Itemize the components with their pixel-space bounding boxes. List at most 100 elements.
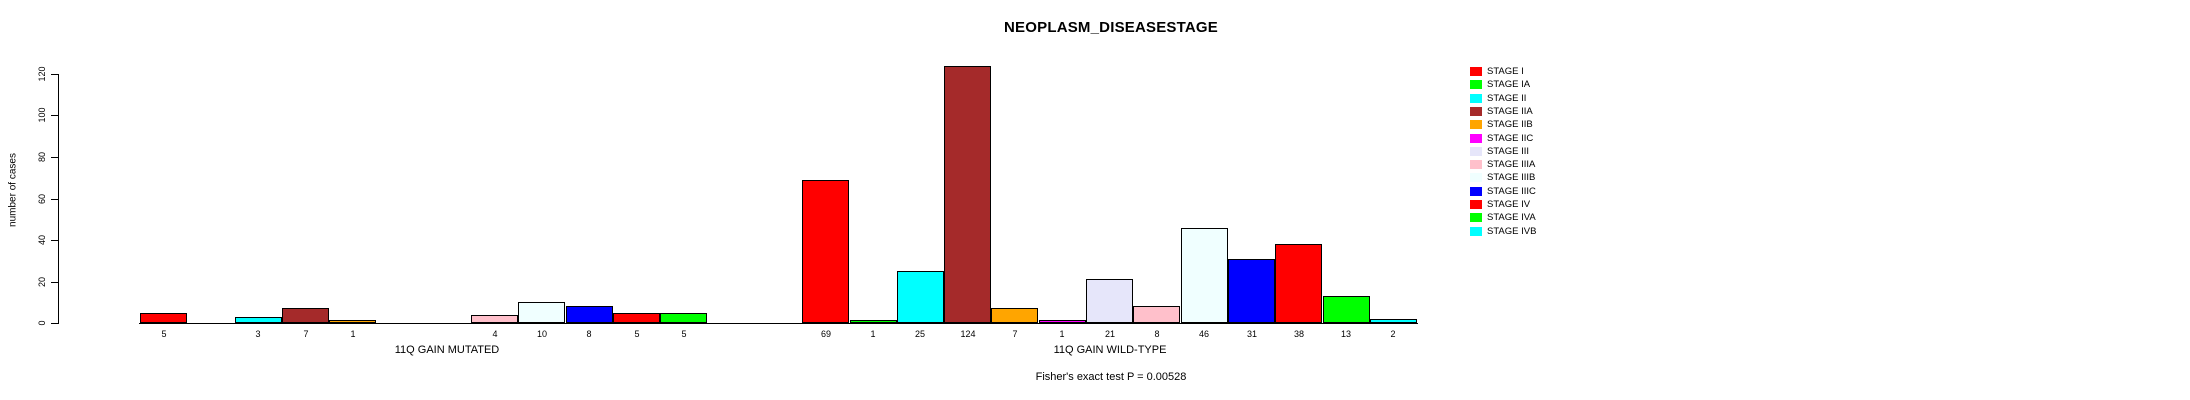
legend-swatch <box>1470 160 1482 170</box>
bar <box>1275 244 1322 323</box>
legend-swatch <box>1470 133 1482 143</box>
legend-item: STAGE IIIB <box>1470 171 1535 184</box>
legend-label: STAGE IVA <box>1487 212 1536 224</box>
y-axis-tick-label: 60 <box>37 193 47 205</box>
x-axis-group-label: 11Q GAIN MUTATED <box>394 344 500 356</box>
legend-swatch <box>1470 173 1482 183</box>
bar <box>1181 228 1228 323</box>
legend-label: STAGE IV <box>1487 199 1531 210</box>
y-axis-tick <box>51 115 58 116</box>
bar <box>850 320 897 323</box>
bar <box>660 313 707 323</box>
bar-count-label: 4 <box>492 329 498 339</box>
bar <box>1039 320 1086 323</box>
legend-label: STAGE IIIA <box>1487 159 1536 171</box>
bar-count-label: 31 <box>1246 329 1258 339</box>
y-axis-tick <box>51 74 58 75</box>
legend-label: STAGE II <box>1487 92 1527 104</box>
y-axis-tick-label: 0 <box>37 320 47 326</box>
bar <box>1228 259 1275 323</box>
legend-label: STAGE IVB <box>1487 225 1537 237</box>
bar-count-label: 7 <box>1012 329 1018 339</box>
bar <box>1370 319 1417 323</box>
legend-item: STAGE IV <box>1470 198 1530 211</box>
legend-label: STAGE IIIB <box>1487 172 1536 184</box>
y-axis-tick <box>51 240 58 241</box>
legend-swatch <box>1470 120 1482 130</box>
bar-count-label: 25 <box>914 329 926 339</box>
bar <box>329 320 376 323</box>
bar-count-label: 8 <box>586 329 592 339</box>
y-axis-tick-label: 80 <box>37 151 47 163</box>
y-axis-tick <box>51 199 58 200</box>
bar-count-label: 7 <box>303 329 309 339</box>
y-axis-tick-label: 100 <box>37 107 47 123</box>
bar <box>1086 279 1133 323</box>
legend-label: STAGE IIA <box>1487 105 1533 117</box>
x-baseline <box>139 323 1418 324</box>
bar-count-label: 21 <box>1104 329 1116 339</box>
legend-swatch <box>1470 67 1482 76</box>
bar <box>282 308 329 323</box>
legend-swatch <box>1470 146 1482 156</box>
bar-count-label: 5 <box>634 329 640 339</box>
bar-count-label: 1 <box>1059 329 1065 339</box>
legend-item: STAGE IIB <box>1470 118 1533 131</box>
legend-swatch <box>1470 213 1482 223</box>
legend-label: STAGE I <box>1487 66 1524 77</box>
legend-label: STAGE IIIC <box>1487 185 1536 197</box>
legend-item: STAGE IIIC <box>1470 185 1536 198</box>
bar-count-label: 46 <box>1198 329 1210 339</box>
legend-item: STAGE IVB <box>1470 225 1536 238</box>
fisher-test-annotation: Fisher's exact test P = 0.00528 <box>1035 371 1187 383</box>
y-axis-tick-label: 40 <box>37 234 47 246</box>
legend-item: STAGE II <box>1470 92 1526 105</box>
bar <box>897 271 944 323</box>
legend-swatch <box>1470 226 1482 236</box>
bar <box>235 317 282 323</box>
legend-item: STAGE III <box>1470 145 1529 158</box>
bar-count-label: 124 <box>960 329 976 339</box>
y-axis-tick <box>51 282 58 283</box>
legend-item: STAGE IIC <box>1470 132 1533 145</box>
bar <box>471 315 518 323</box>
bar-count-label: 3 <box>255 329 261 339</box>
legend-label: STAGE IIB <box>1487 119 1533 131</box>
x-axis-group-label: 11Q GAIN WILD-TYPE <box>1053 344 1167 356</box>
bar <box>613 313 660 323</box>
legend-item: STAGE I <box>1470 65 1524 78</box>
bar-count-label: 1 <box>870 329 876 339</box>
legend-swatch <box>1470 80 1482 90</box>
bar <box>566 306 613 323</box>
bar-count-label: 10 <box>536 329 548 339</box>
legend-item: STAGE IA <box>1470 78 1530 91</box>
bar <box>518 302 565 323</box>
bar <box>944 66 991 323</box>
legend-item: STAGE IIIA <box>1470 158 1535 171</box>
bar <box>991 308 1038 323</box>
y-axis-tick-label: 20 <box>37 276 47 288</box>
legend-label: STAGE III <box>1487 145 1530 157</box>
legend-swatch <box>1470 200 1482 209</box>
chart-title: NEOPLASM_DISEASESTAGE <box>1004 19 1218 36</box>
bar-count-label: 8 <box>1154 329 1160 339</box>
legend-label: STAGE IA <box>1487 79 1531 91</box>
y-axis-line <box>58 74 59 324</box>
bar-count-label: 1 <box>350 329 356 339</box>
y-axis-tick <box>51 323 58 324</box>
bar-count-label: 5 <box>161 329 167 339</box>
legend-swatch <box>1470 106 1482 116</box>
bar-count-label: 5 <box>681 329 687 339</box>
legend-swatch <box>1470 93 1482 103</box>
y-axis-tick <box>51 157 58 158</box>
bar-count-label: 13 <box>1340 329 1352 339</box>
bar-count-label: 69 <box>820 329 832 339</box>
bar <box>140 313 187 323</box>
bar-count-label: 2 <box>1390 329 1396 339</box>
bar-count-label: 38 <box>1293 329 1305 339</box>
y-axis-tick-label: 120 <box>37 66 47 82</box>
legend-label: STAGE IIC <box>1487 132 1534 144</box>
legend-item: STAGE IVA <box>1470 211 1536 224</box>
